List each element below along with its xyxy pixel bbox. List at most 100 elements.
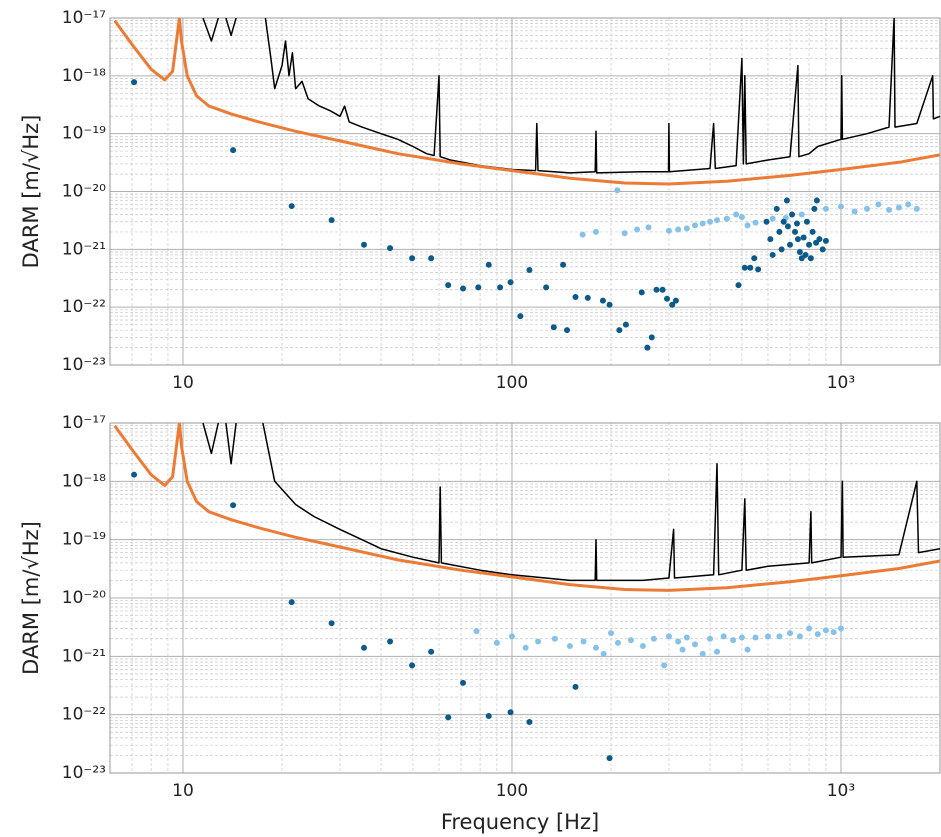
point <box>747 264 754 271</box>
point <box>683 225 690 232</box>
point <box>886 206 893 213</box>
point <box>764 633 771 640</box>
point <box>535 638 542 645</box>
point <box>767 236 774 243</box>
point <box>792 228 799 235</box>
point <box>738 634 745 641</box>
point <box>816 236 823 243</box>
point <box>714 648 721 655</box>
point <box>789 211 796 218</box>
point <box>497 284 504 291</box>
point <box>616 327 623 334</box>
point <box>579 231 586 238</box>
point <box>584 294 591 301</box>
point <box>387 245 394 252</box>
point <box>738 214 745 221</box>
point <box>445 714 452 721</box>
point <box>787 630 794 637</box>
point <box>361 644 368 651</box>
curve <box>202 18 940 174</box>
point <box>707 218 714 225</box>
point <box>664 295 671 302</box>
point <box>580 638 587 645</box>
point <box>550 324 557 331</box>
point <box>735 282 742 289</box>
point <box>851 208 858 215</box>
y-tick-label: 10⁻¹⁷ <box>62 8 106 28</box>
y-axis-title: DARM [m/√Hz] <box>19 115 43 269</box>
point <box>445 282 452 289</box>
point <box>733 211 740 218</box>
point <box>460 285 467 292</box>
y-tick-label: 10⁻²¹ <box>62 239 106 259</box>
point <box>648 334 655 341</box>
point <box>813 197 820 204</box>
point <box>485 261 492 268</box>
point <box>634 226 641 233</box>
point <box>638 289 645 296</box>
point <box>769 215 776 222</box>
y-tick-label: 10⁻¹⁹ <box>62 530 106 550</box>
point <box>650 635 657 642</box>
point <box>659 286 666 293</box>
point <box>328 217 335 224</box>
point <box>473 628 480 635</box>
point <box>560 261 567 268</box>
point <box>517 313 524 320</box>
point <box>796 633 803 640</box>
point <box>230 147 237 154</box>
point <box>720 633 727 640</box>
point <box>895 204 902 211</box>
point <box>755 266 762 273</box>
point <box>803 218 810 225</box>
point <box>769 251 776 258</box>
point <box>744 222 751 229</box>
point <box>751 255 758 262</box>
point <box>543 284 550 291</box>
y-tick-label: 10⁻²² <box>62 705 106 725</box>
point <box>621 230 628 237</box>
point <box>776 228 783 235</box>
y-tick-label: 10⁻¹⁸ <box>62 471 106 491</box>
x-tick-label: 10³ <box>827 781 855 801</box>
point <box>608 630 615 637</box>
point <box>606 301 613 308</box>
plot-area <box>113 18 940 351</box>
point <box>778 246 785 253</box>
x-axis-title: Frequency [Hz] <box>441 810 599 834</box>
plot-frame <box>109 422 941 774</box>
point <box>645 224 652 231</box>
point <box>822 237 829 244</box>
point <box>387 638 394 645</box>
point <box>672 297 679 304</box>
point <box>653 286 660 293</box>
point <box>783 197 790 204</box>
point <box>864 205 871 212</box>
point <box>428 648 435 655</box>
point <box>614 639 621 646</box>
y-tick-label: 10⁻²¹ <box>62 646 106 666</box>
x-tick-label: 10 <box>172 373 194 393</box>
point <box>661 662 668 669</box>
point <box>707 635 714 642</box>
point <box>691 641 698 648</box>
x-tick-label: 10 <box>172 781 194 801</box>
point <box>913 205 920 212</box>
y-tick-label: 10⁻²⁰ <box>62 182 106 202</box>
point <box>809 228 816 235</box>
point <box>763 218 770 225</box>
y-tick-label: 10⁻²² <box>62 297 106 317</box>
point <box>131 79 138 86</box>
point <box>592 228 599 235</box>
y-tick-label: 10⁻²⁰ <box>62 588 106 608</box>
point <box>328 620 335 627</box>
point <box>780 218 787 225</box>
curve <box>113 18 940 186</box>
point <box>665 633 672 640</box>
point <box>787 241 794 248</box>
plot-area <box>113 423 940 762</box>
point <box>614 187 621 194</box>
point <box>875 201 882 208</box>
x-tick-label: 100 <box>496 781 528 801</box>
